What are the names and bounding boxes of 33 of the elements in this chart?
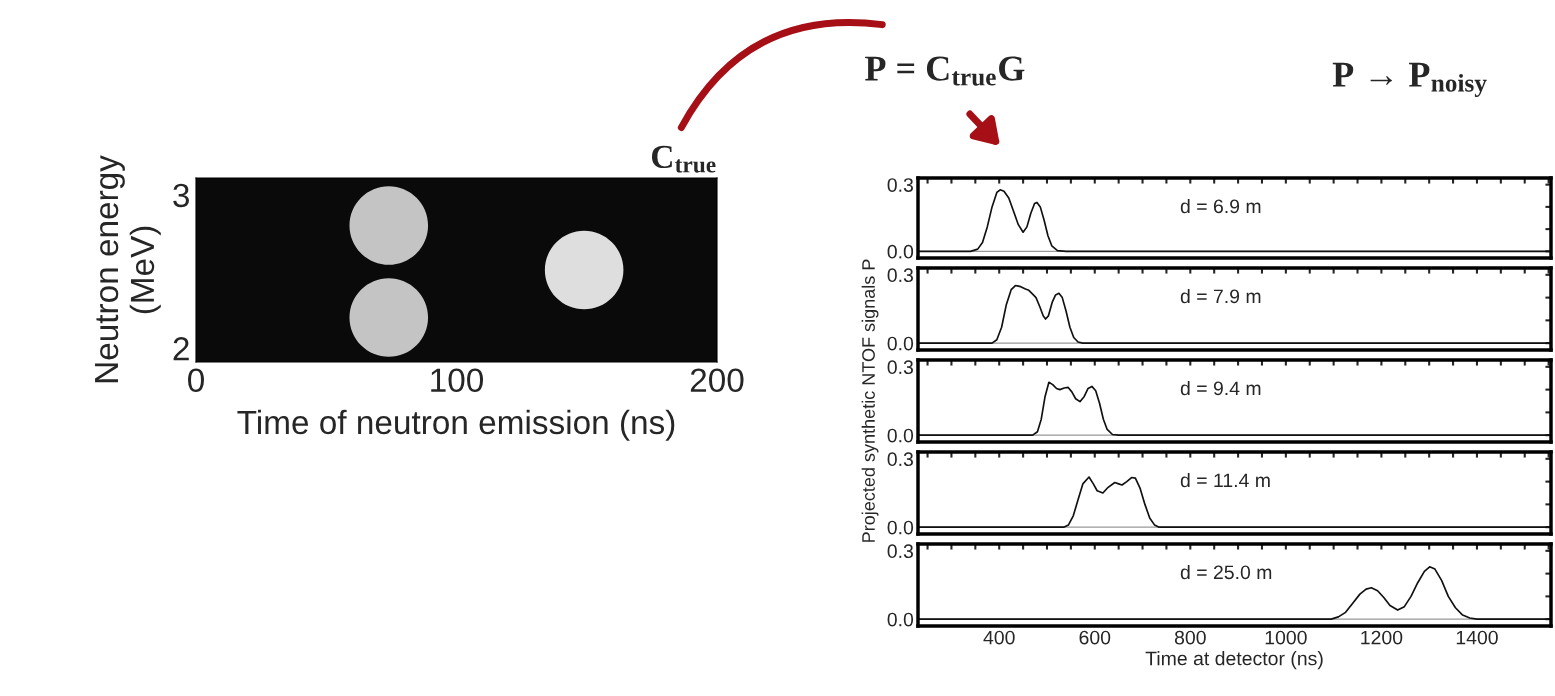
y-axis-title: Neutron energy (MeV) [95, 155, 161, 383]
y-axis-title: Projected synthetic NTOF signals P [861, 259, 879, 542]
y-tick-label: 0.0 [887, 244, 914, 259]
x-axis-title: Time of neutron emission (ns) [237, 409, 675, 441]
x-tick-label: 1400 [1456, 630, 1498, 645]
y-tick-label: 3 [173, 183, 189, 208]
y-tick-label: 0.0 [887, 520, 914, 535]
annotation: d = 9.4 m [1180, 380, 1261, 396]
x-tick-label: 400 [983, 630, 1015, 645]
annotation: d = 25.0 m [1180, 564, 1272, 580]
x-tick-label: 1000 [1265, 630, 1307, 645]
y-tick-label: 0.0 [887, 612, 914, 627]
x-tick-label: 100 [431, 368, 484, 393]
y-tick-label: 0.3 [887, 544, 913, 559]
text: C$_{true}$ [651, 145, 716, 173]
text: P = C$_{true}$G [865, 56, 1025, 86]
annotation: d = 6.9 m [1180, 198, 1261, 214]
x-tick-label: 1200 [1361, 630, 1403, 645]
y-tick-label: 2 [173, 337, 189, 361]
y-tick-label: 0.3 [887, 268, 913, 283]
y-tick-label: 0.0 [887, 336, 914, 351]
y-tick-label: 0.3 [887, 360, 913, 375]
annotation: d = 7.9 m [1180, 288, 1261, 304]
x-tick-label: 800 [1174, 630, 1206, 645]
y-tick-label: 0.3 [887, 178, 913, 192]
x-tick-label: 200 [690, 368, 744, 393]
x-axis-title: Time at detector (ns) [1145, 651, 1323, 670]
text: P → P$_{noisy}$ [1332, 62, 1487, 97]
x-tick-label: 600 [1079, 630, 1111, 645]
y-tick-label: 0.3 [887, 452, 913, 467]
annotation: d = 11.4 m [1180, 472, 1270, 488]
y-tick-label: 0.0 [887, 428, 914, 443]
x-tick-label: 0 [188, 368, 204, 393]
